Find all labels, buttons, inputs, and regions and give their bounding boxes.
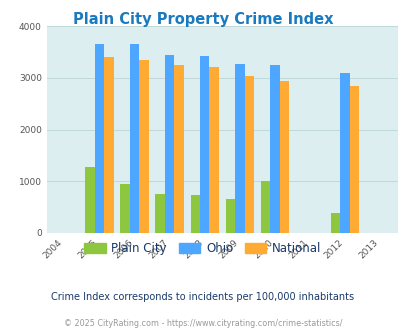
Bar (270, 65, 279, 233)
Legend: Plain City, Ohio, National: Plain City, Ohio, National (79, 237, 326, 260)
Bar (330, 213, 340, 233)
Bar (85, 167, 94, 233)
Bar (120, 184, 130, 233)
Bar (279, 81, 288, 233)
Bar (244, 76, 254, 233)
Bar (155, 194, 164, 233)
Text: © 2025 CityRating.com - https://www.cityrating.com/crime-statistics/: © 2025 CityRating.com - https://www.city… (64, 319, 341, 328)
Bar (104, 57, 113, 233)
Bar (209, 67, 218, 233)
Bar (164, 55, 174, 233)
Bar (94, 44, 104, 233)
Bar (139, 60, 148, 233)
Bar (260, 181, 270, 233)
Bar (349, 86, 358, 233)
Bar (174, 65, 183, 233)
Text: Plain City Property Crime Index: Plain City Property Crime Index (72, 12, 333, 26)
Bar (190, 195, 200, 233)
Bar (340, 73, 349, 233)
Bar (234, 64, 244, 233)
Bar (130, 44, 139, 233)
Bar (200, 56, 209, 233)
Text: Crime Index corresponds to incidents per 100,000 inhabitants: Crime Index corresponds to incidents per… (51, 292, 354, 302)
Bar (225, 199, 234, 233)
